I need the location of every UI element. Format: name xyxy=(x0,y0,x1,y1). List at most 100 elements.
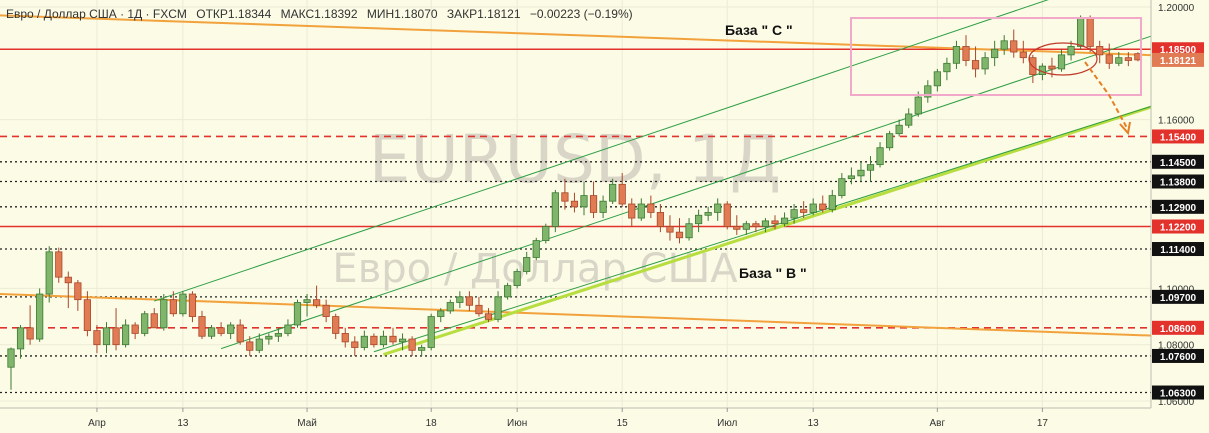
level-tag-label: 1.18500 xyxy=(1160,45,1197,56)
candle-body xyxy=(523,257,531,272)
candle xyxy=(389,327,397,345)
candle xyxy=(542,223,550,244)
x-tick-label: Авг xyxy=(930,418,946,429)
x-tick-label: Апр xyxy=(88,418,106,429)
x-tick-label: Май xyxy=(297,418,317,429)
candle xyxy=(284,319,292,337)
candle xyxy=(503,282,512,300)
candle xyxy=(570,192,579,213)
candle xyxy=(341,327,349,348)
candle-body xyxy=(675,231,684,239)
candle-body xyxy=(1067,46,1075,56)
candle-body xyxy=(150,313,158,329)
candle-body xyxy=(866,164,875,171)
level-tag-label: 1.15400 xyxy=(1160,132,1197,143)
candle-body xyxy=(981,57,989,70)
candle xyxy=(962,35,970,67)
candle xyxy=(150,308,158,329)
candle-body xyxy=(570,200,579,208)
candle-body xyxy=(207,327,216,337)
candle-body xyxy=(704,212,712,216)
candle xyxy=(112,308,120,351)
level-tag xyxy=(1152,219,1204,234)
candle-body xyxy=(55,251,63,278)
trendline-lime-support[interactable] xyxy=(382,91,1196,356)
x-tick-label: 15 xyxy=(617,418,629,429)
highlight-ellipse[interactable] xyxy=(1028,42,1098,76)
candle-body xyxy=(332,316,340,334)
candle xyxy=(322,299,330,323)
candle xyxy=(532,237,540,261)
candle-body xyxy=(742,223,750,230)
candle xyxy=(618,173,626,207)
candle xyxy=(589,181,598,219)
candle xyxy=(188,291,197,323)
candle-body xyxy=(255,338,263,351)
level-tag-label: 1.13800 xyxy=(1160,177,1197,188)
header-high: МАКС1.18392 xyxy=(281,7,358,21)
candle-body xyxy=(217,327,225,334)
candle xyxy=(265,333,273,345)
candle-body xyxy=(589,195,598,213)
level-tag xyxy=(1152,289,1204,304)
trendline-channel-top[interactable] xyxy=(154,0,1080,302)
candle xyxy=(905,108,913,129)
candle xyxy=(1010,29,1018,58)
candle xyxy=(494,291,502,323)
projection-arrow[interactable] xyxy=(1084,61,1128,129)
level-tag xyxy=(1152,154,1204,169)
candle-body xyxy=(761,220,770,227)
y-tick-label: 1.16000 xyxy=(1158,116,1195,127)
candle xyxy=(475,296,483,317)
candle xyxy=(790,204,798,224)
candle-body xyxy=(991,48,999,59)
candle xyxy=(866,156,875,182)
candle xyxy=(398,333,407,351)
candle-body xyxy=(666,226,674,233)
candle xyxy=(1057,49,1066,72)
candle-body xyxy=(1096,46,1104,56)
level-tag-label: 1.08600 xyxy=(1160,324,1197,335)
header-change: −0.00223 (−0.19%) xyxy=(530,7,633,21)
level-tag xyxy=(1152,385,1204,400)
base-c-box[interactable] xyxy=(850,17,1142,96)
candle-body xyxy=(284,324,292,334)
candle-body xyxy=(227,324,235,334)
candle xyxy=(246,336,254,356)
base-c-label: База " С " xyxy=(725,22,793,38)
level-tag-label: 1.12900 xyxy=(1160,203,1197,214)
candle-body xyxy=(809,203,817,213)
candle xyxy=(666,215,674,241)
trendline-orange-upper[interactable] xyxy=(0,14,1209,62)
candle xyxy=(886,130,894,151)
candle xyxy=(484,308,493,323)
candle-body xyxy=(618,183,626,205)
candle-body xyxy=(1105,54,1113,64)
candle-body xyxy=(714,203,722,213)
level-tag xyxy=(1152,174,1204,189)
candle-body xyxy=(188,293,197,317)
candle-body xyxy=(122,324,130,346)
level-tag-label: 1.06300 xyxy=(1160,389,1197,400)
candle-body xyxy=(370,335,378,346)
candle xyxy=(217,322,225,337)
level-tag xyxy=(1152,129,1204,144)
candle xyxy=(771,215,779,230)
candle xyxy=(141,310,149,337)
candle xyxy=(742,220,750,235)
candle-body xyxy=(456,296,464,303)
trendline-channel-mid[interactable] xyxy=(220,30,1167,350)
x-tick-label: 13 xyxy=(808,418,820,429)
candle xyxy=(102,322,111,354)
level-tag xyxy=(1152,42,1204,57)
candle xyxy=(971,46,980,78)
level-tag-label: 1.07600 xyxy=(1160,352,1197,363)
level-tag xyxy=(1152,242,1204,257)
candle xyxy=(733,215,741,235)
candle-body xyxy=(293,302,302,326)
candle xyxy=(16,324,25,359)
candle-body xyxy=(494,296,502,320)
candle xyxy=(1096,40,1104,64)
candle-body xyxy=(503,285,512,298)
candle xyxy=(437,308,445,323)
